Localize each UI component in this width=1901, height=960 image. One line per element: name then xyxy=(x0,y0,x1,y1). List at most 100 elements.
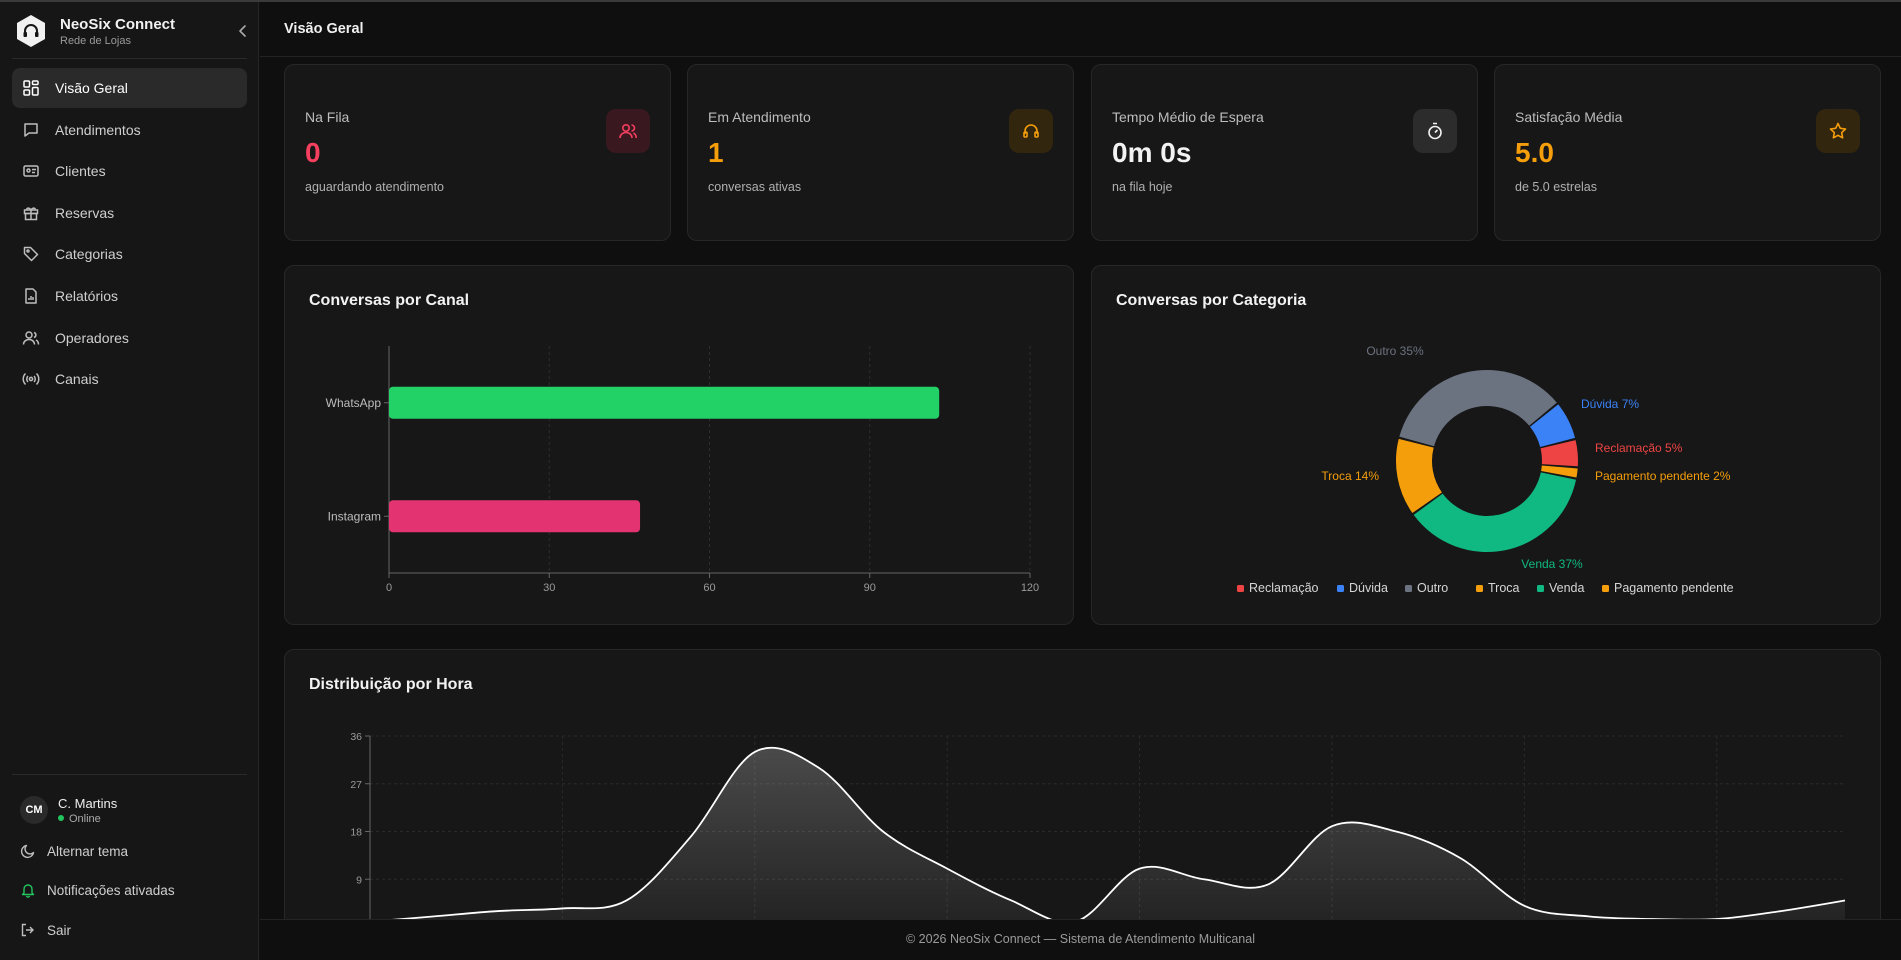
category-chart-panel: Conversas por Categoria Reclamação 5% Dúv… xyxy=(1091,265,1881,625)
sidebar-item-label: Reservas xyxy=(55,204,115,221)
stat-subtext: aguardando atendimento xyxy=(305,180,445,194)
toggle-theme-label: Alternar tema xyxy=(47,843,129,859)
x-tick-label: 0 xyxy=(386,582,392,594)
moon-icon xyxy=(20,844,35,859)
stat-card-satisfaction: Satisfação Média 5.0 de 5.0 estrelas xyxy=(1494,64,1881,241)
stat-label: Tempo Médio de Espera xyxy=(1112,109,1264,125)
legend-swatch xyxy=(1602,585,1609,592)
user-profile[interactable]: CM C. Martins Online xyxy=(20,794,240,828)
donut-slice-venda xyxy=(1413,472,1577,552)
brand-subtitle: Rede de Lojas xyxy=(60,35,131,47)
online-dot-icon xyxy=(58,815,64,821)
sidebar-item-label: Categorias xyxy=(55,246,123,263)
stat-subtext: conversas ativas xyxy=(708,180,802,194)
stat-value: 5.0 xyxy=(1515,137,1554,168)
sidebar-item-clientes[interactable]: Clientes xyxy=(12,151,247,191)
sidebar-divider xyxy=(12,774,247,775)
legend-label: Troca xyxy=(1488,581,1520,595)
sidebar-item-label: Atendimentos xyxy=(55,121,141,138)
stat-label: Em Atendimento xyxy=(708,109,811,125)
hourly-chart-panel: Distribuição por Hora 9 18 27 36 xyxy=(284,649,1881,950)
stat-label: Satisfação Média xyxy=(1515,109,1623,125)
sidebar-nav: Visão Geral Atendimentos Clientes Reserv… xyxy=(12,68,247,401)
legend-swatch xyxy=(1537,585,1544,592)
area-line xyxy=(369,746,1846,924)
y-tick-label: Instagram xyxy=(328,509,381,523)
logout-label: Sair xyxy=(47,922,72,938)
legend-label: Pagamento pendente xyxy=(1614,581,1734,595)
stat-icon-box xyxy=(1009,109,1053,153)
star-icon xyxy=(1829,122,1847,139)
legend-label: Venda xyxy=(1549,581,1585,595)
logout-icon xyxy=(21,923,34,937)
y-tick-label: 27 xyxy=(350,779,362,791)
page-footer: © 2026 NeoSix Connect — Sistema de Atend… xyxy=(260,919,1901,960)
stat-value: 1 xyxy=(708,137,724,168)
stat-icon-box xyxy=(606,109,650,153)
x-tick-label: 90 xyxy=(864,582,876,594)
y-tick-label: 18 xyxy=(350,827,362,839)
bar-instagram xyxy=(389,500,641,533)
avatar: CM xyxy=(20,796,48,824)
message-icon xyxy=(24,122,38,137)
x-tick-label: 60 xyxy=(703,582,715,594)
stat-subtext: de 5.0 estrelas xyxy=(1515,180,1597,194)
legend-swatch xyxy=(1237,585,1244,592)
stat-label: Na Fila xyxy=(305,109,350,125)
sidebar-item-canais[interactable]: Canais xyxy=(12,359,247,399)
broadcast-icon xyxy=(22,373,40,386)
stat-value: 0 xyxy=(305,137,321,168)
slice-label: Reclamação 5% xyxy=(1595,441,1683,455)
headset-icon xyxy=(1023,124,1039,138)
sidebar-item-atendimentos[interactable]: Atendimentos xyxy=(12,110,247,150)
panel-title: Conversas por Canal xyxy=(309,292,470,309)
tag-icon xyxy=(23,247,39,262)
user-status: Online xyxy=(58,813,101,825)
stat-icon-box xyxy=(1413,109,1457,153)
users-icon xyxy=(22,330,40,345)
donut-slice-outro xyxy=(1399,370,1557,447)
headset-logo-icon xyxy=(17,15,45,47)
bar-whatsapp xyxy=(389,386,940,419)
brand-name: NeoSix Connect xyxy=(60,16,176,33)
sidebar-item-relatorios[interactable]: Relatórios xyxy=(12,276,247,316)
legend-label: Dúvida xyxy=(1349,581,1388,595)
legend-label: Reclamação xyxy=(1249,581,1319,595)
id-card-icon xyxy=(23,165,39,177)
report-icon xyxy=(25,288,37,304)
bell-icon xyxy=(21,884,35,898)
panel-title: Distribuição por Hora xyxy=(309,676,473,693)
donut-slice-troca xyxy=(1396,438,1442,514)
chevron-left-icon[interactable] xyxy=(234,22,252,40)
y-tick-label: 36 xyxy=(350,731,362,743)
gift-icon xyxy=(23,207,39,221)
sidebar-item-label: Clientes xyxy=(55,163,106,180)
user-name: C. Martins xyxy=(58,796,118,811)
donut-slice-dúvida xyxy=(1530,404,1576,448)
sidebar-item-categorias[interactable]: Categorias xyxy=(12,234,247,274)
notifications-button[interactable]: Notificações ativadas xyxy=(20,879,240,901)
legend-swatch xyxy=(1337,585,1344,592)
sidebar-item-operadores[interactable]: Operadores xyxy=(12,318,247,358)
sidebar-item-label: Relatórios xyxy=(55,287,119,304)
page-title: Visão Geral xyxy=(284,21,364,37)
legend-label: Outro xyxy=(1417,581,1448,595)
panel-title: Conversas por Categoria xyxy=(1116,292,1307,309)
x-tick-label: 30 xyxy=(543,582,555,594)
slice-label: Venda 37% xyxy=(1521,557,1583,571)
stat-card-queue: Na Fila 0 aguardando atendimento xyxy=(284,64,671,241)
stat-icon-box xyxy=(1816,109,1860,153)
main-content: Visão Geral Na Fila 0 aguardando atendim… xyxy=(260,2,1901,960)
channel-chart-panel: Conversas por Canal 0 30 60 90 120 WhatsApp In… xyxy=(284,265,1074,625)
toggle-theme-button[interactable]: Alternar tema xyxy=(20,840,240,862)
users-icon xyxy=(619,123,637,139)
sidebar-item-visao-geral[interactable]: Visão Geral xyxy=(12,68,247,108)
sidebar-divider xyxy=(12,58,247,59)
category-donut-chart: Reclamação 5% Dúvida 7% Outro 35% Troca 14%… xyxy=(1237,344,1734,595)
stat-card-wait-time: Tempo Médio de Espera 0m 0s na fila hoje xyxy=(1091,64,1478,241)
sidebar-item-reservas[interactable]: Reservas xyxy=(12,193,247,233)
logout-button[interactable]: Sair xyxy=(20,919,240,941)
area-fill xyxy=(370,747,1845,950)
stopwatch-icon xyxy=(1428,122,1442,140)
